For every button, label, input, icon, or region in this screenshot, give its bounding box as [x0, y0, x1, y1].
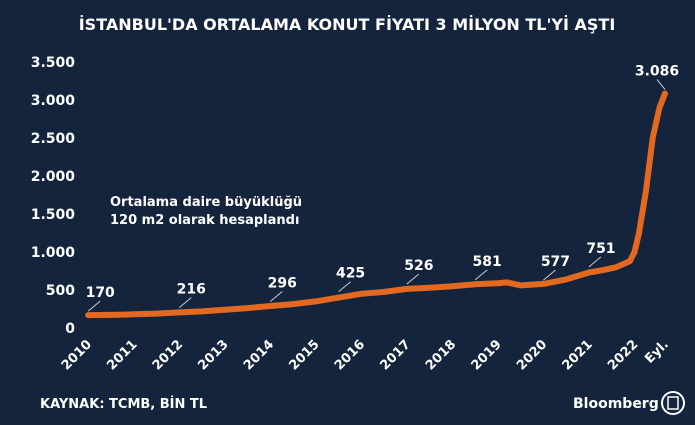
brand: Bloomberg	[573, 396, 659, 412]
line	[85, 90, 668, 319]
data-label: 3.086	[635, 63, 679, 79]
y-tick-label: 0	[65, 321, 75, 337]
note: 120 m2 olarak hesaplandı	[110, 213, 299, 228]
y-tick-label: 500	[46, 283, 75, 299]
y-tick-label: 2.000	[31, 169, 76, 185]
brand-icon	[667, 396, 679, 410]
data-label: 581	[473, 254, 502, 270]
y-tick-label: 1.500	[31, 207, 76, 223]
data-label: 170	[86, 285, 115, 301]
data-label: 216	[177, 282, 206, 298]
annotation-leader	[269, 291, 283, 302]
annotation-leader	[543, 269, 556, 281]
annotation-leader	[656, 79, 666, 90]
data-label: 751	[586, 241, 615, 257]
y-tick-label: 3.500	[31, 55, 76, 71]
annotation-leader	[338, 281, 351, 293]
y-tick-label: 2.500	[31, 131, 76, 147]
annotation-leader	[588, 256, 602, 268]
annotation-leader	[474, 269, 488, 281]
annotation-leader	[406, 273, 420, 285]
y-tick-label: 3.000	[31, 93, 76, 109]
data-label: 425	[336, 266, 365, 282]
annotation-leader	[178, 297, 192, 308]
data-label: 526	[404, 258, 433, 274]
note: Ortalama daire büyüklüğü	[110, 195, 302, 210]
y-tick-label: 1.000	[31, 245, 76, 261]
chart-title: İSTANBUL'DA ORTALAMA KONUT FİYATI 3 MİLY…	[79, 15, 616, 34]
brand-icon	[661, 391, 685, 415]
annotation-leader	[87, 300, 101, 312]
data-label: 296	[268, 276, 297, 292]
source: KAYNAK: TCMB, BİN TL	[40, 396, 207, 412]
data-label: 577	[541, 254, 570, 270]
